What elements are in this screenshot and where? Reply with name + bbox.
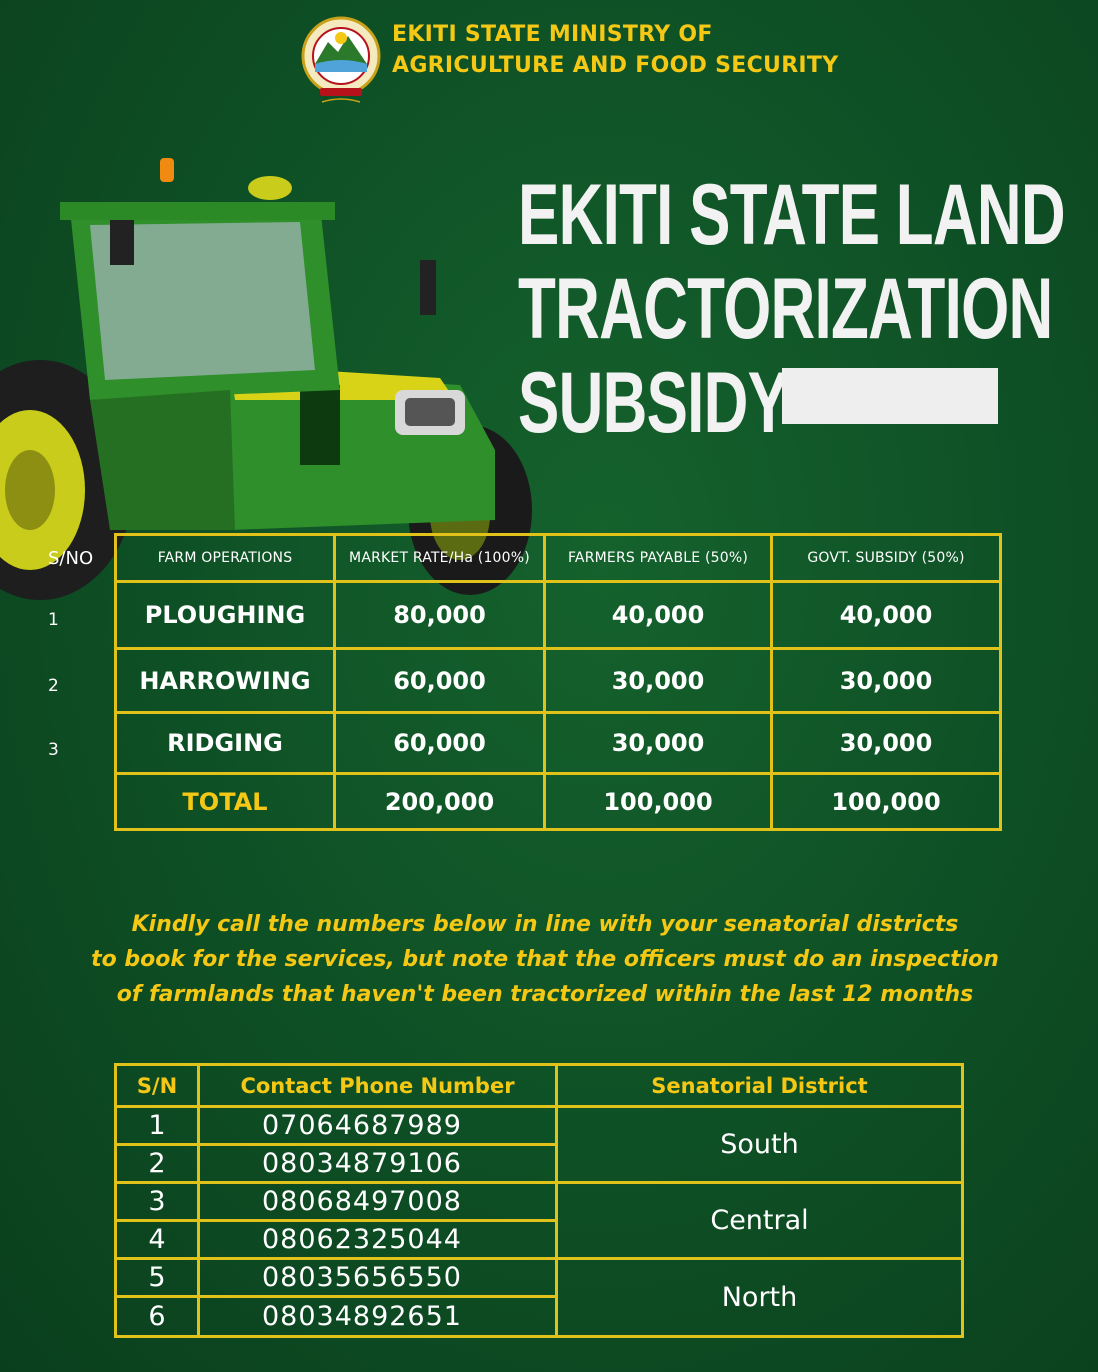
title-line-1: EKITI STATE LAND: [518, 167, 1066, 263]
header-farmers-payable: FARMERS PAYABLE (50%): [543, 533, 773, 583]
contact-phone-1: 07064687989: [197, 1105, 558, 1146]
row-1-farmers: 40,000: [543, 580, 773, 650]
notice-line-1: Kindly call the numbers below in line wi…: [131, 912, 959, 937]
contact-sn-6: 6: [114, 1295, 200, 1338]
title-line-3: SUBSIDY: [518, 355, 789, 451]
row-1-operation: PLOUGHING: [114, 580, 336, 650]
district-north: North: [555, 1257, 964, 1338]
row-3-farmers: 30,000: [543, 711, 773, 775]
header-market-rate: MARKET RATE/Ha (100%): [333, 533, 546, 583]
notice-line-2: to book for the services, but note that …: [91, 947, 999, 972]
total-govt: 100,000: [770, 772, 1002, 831]
contact-phone-6: 08034892651: [197, 1295, 558, 1338]
contact-sn-5: 5: [114, 1257, 200, 1298]
contact-phone-3: 08068497008: [197, 1181, 558, 1222]
row-3-govt: 30,000: [770, 711, 1002, 775]
row-3-market: 60,000: [333, 711, 546, 775]
page-title: EKITI STATE LAND TRACTORIZATION SUBSIDY: [518, 167, 1066, 451]
row-2-operation: HARROWING: [114, 647, 336, 714]
ministry-name: EKITI STATE MINISTRY OF AGRICULTURE AND …: [392, 19, 838, 81]
header-phone: Contact Phone Number: [197, 1063, 558, 1108]
title-accent-bar: [782, 368, 998, 424]
row-sno-1: 1: [48, 610, 59, 630]
row-2-market: 60,000: [333, 647, 546, 714]
contact-phone-4: 08062325044: [197, 1219, 558, 1260]
total-farmers: 100,000: [543, 772, 773, 831]
header-district: Senatorial District: [555, 1063, 964, 1108]
district-central: Central: [555, 1181, 964, 1260]
title-line-2: TRACTORIZATION: [518, 261, 1053, 357]
contact-table: S/N Contact Phone Number Senatorial Dist…: [114, 1063, 964, 1343]
district-south: South: [555, 1105, 964, 1184]
row-sno-3: 3: [48, 740, 59, 760]
subsidy-table: FARM OPERATIONS MARKET RATE/Ha (100%) FA…: [114, 533, 1002, 831]
ministry-line-1: EKITI STATE MINISTRY OF: [392, 22, 713, 47]
contact-sn-3: 3: [114, 1181, 200, 1222]
header-govt-subsidy: GOVT. SUBSIDY (50%): [770, 533, 1002, 583]
row-1-govt: 40,000: [770, 580, 1002, 650]
header-farm-operations: FARM OPERATIONS: [114, 533, 336, 583]
total-market: 200,000: [333, 772, 546, 831]
contact-phone-5: 08035656550: [197, 1257, 558, 1298]
row-1-market: 80,000: [333, 580, 546, 650]
booking-notice: Kindly call the numbers below in line wi…: [40, 907, 1050, 1012]
contact-sn-4: 4: [114, 1219, 200, 1260]
contact-sn-1: 1: [114, 1105, 200, 1146]
header-sn: S/N: [114, 1063, 200, 1108]
header: EKITI STATE MINISTRY OF AGRICULTURE AND …: [300, 12, 838, 108]
ministry-line-2: AGRICULTURE AND FOOD SECURITY: [392, 53, 839, 78]
row-2-farmers: 30,000: [543, 647, 773, 714]
sno-header: S/NO: [48, 548, 94, 569]
contact-phone-2: 08034879106: [197, 1143, 558, 1184]
notice-line-3: of farmlands that haven't been tractoriz…: [116, 982, 974, 1007]
ekiti-state-seal-icon: [300, 12, 386, 108]
total-label: TOTAL: [114, 772, 336, 831]
tractor-image: [0, 158, 532, 600]
row-sno-2: 2: [48, 676, 59, 696]
row-2-govt: 30,000: [770, 647, 1002, 714]
row-3-operation: RIDGING: [114, 711, 336, 775]
contact-sn-2: 2: [114, 1143, 200, 1184]
